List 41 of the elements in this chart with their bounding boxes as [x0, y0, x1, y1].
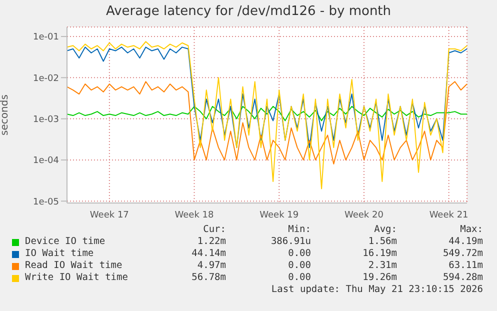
text: Avg:	[373, 224, 397, 236]
text: 4.97m	[196, 260, 226, 272]
text: Cur:	[202, 224, 226, 236]
text: Min:	[287, 224, 311, 236]
text: 44.14m	[190, 248, 226, 260]
text: 0.00	[287, 248, 311, 260]
text: Last update: Thu May 21 23:10:15 2026	[270, 284, 483, 296]
text: 56.78m	[190, 272, 226, 284]
legend-label: Device IO time	[25, 236, 106, 248]
x-tick-label: Week 18	[174, 210, 214, 220]
text: Max:	[459, 224, 483, 236]
text: 1.56m	[367, 236, 397, 248]
x-tick-label: Week 17	[90, 210, 129, 220]
text: 1.22m	[196, 236, 226, 248]
text: 549.72m	[442, 248, 483, 260]
text: 594.28m	[442, 272, 483, 284]
text: 19.26m	[362, 272, 397, 284]
legend-label: Write IO Wait time	[25, 272, 128, 284]
text: 0.00	[287, 260, 311, 272]
y-tick-label: 1e-04	[33, 156, 60, 166]
y-tick-label: 1e-01	[33, 32, 59, 43]
text: 2.31m	[367, 260, 397, 272]
line-series	[66, 46, 468, 148]
legend-label: IO Wait time	[25, 248, 94, 260]
legend-label: Read IO Wait time	[25, 260, 122, 272]
text: 16.19m	[362, 248, 397, 260]
line-series	[66, 41, 468, 190]
text: 386.91u	[270, 236, 311, 248]
chart-title: Average latency for /dev/md126 - by month	[104, 4, 392, 19]
text: 0.00	[287, 272, 311, 284]
line-series	[66, 81, 468, 164]
x-tick-label: Week 20	[344, 210, 384, 220]
line-series	[66, 106, 468, 122]
y-tick-label: 1e-02	[33, 74, 59, 84]
text: 44.19m	[448, 236, 483, 248]
x-tick-label: Week 19	[260, 210, 299, 220]
text: 63.11m	[448, 260, 483, 272]
y-axis-title: seconds	[0, 94, 11, 136]
y-tick-label: 1e-05	[33, 197, 59, 208]
x-tick-label: Week 21	[429, 210, 468, 220]
y-tick-label: 1e-03	[33, 114, 59, 125]
